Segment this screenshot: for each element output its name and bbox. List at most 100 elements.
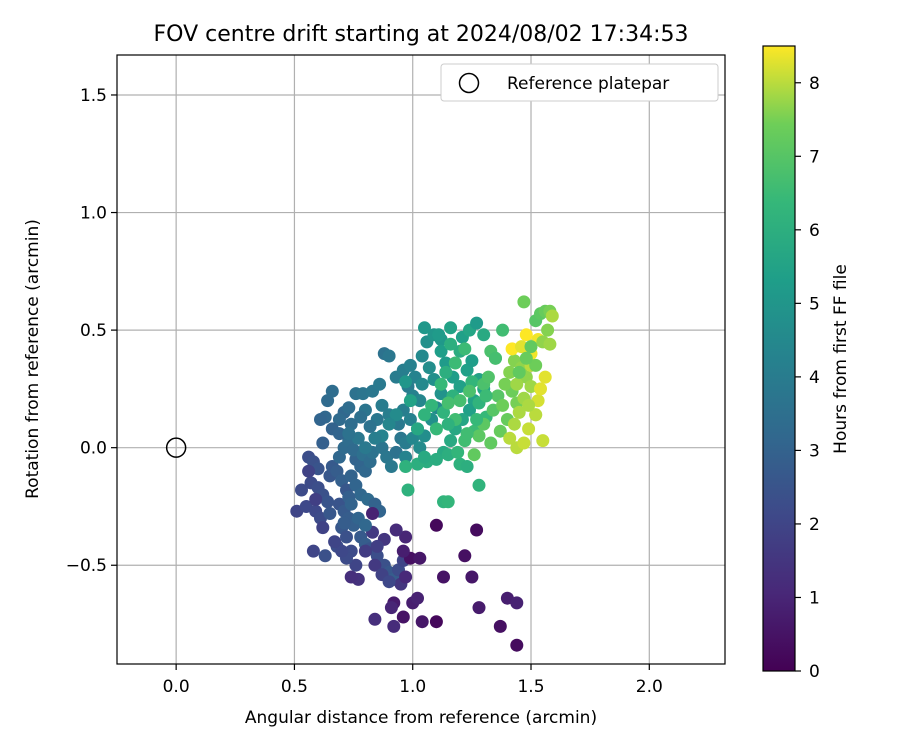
data-point <box>321 495 335 509</box>
data-point <box>425 398 439 412</box>
data-point <box>510 377 524 391</box>
y-tick-label: 1.0 <box>80 204 107 224</box>
data-point <box>541 323 555 337</box>
data-point <box>382 417 396 431</box>
data-point <box>510 638 524 652</box>
data-point <box>519 328 533 342</box>
x-tick-label: 1.5 <box>517 677 544 697</box>
plot-frame <box>116 54 726 665</box>
data-point <box>460 460 474 473</box>
data-points <box>290 295 559 652</box>
data-point <box>370 539 384 553</box>
data-point <box>403 358 417 372</box>
data-point <box>418 321 431 335</box>
data-point <box>323 507 337 520</box>
data-point <box>373 377 387 391</box>
data-point <box>325 384 339 398</box>
data-point <box>432 328 446 342</box>
data-point <box>413 394 427 408</box>
data-point <box>515 340 528 354</box>
colorbar-gradient <box>762 45 796 672</box>
y-axis-ticks: −0.5 0.0 0.5 1.0 1.5 <box>66 86 117 576</box>
data-point <box>384 460 398 473</box>
data-point <box>382 575 396 589</box>
data-point <box>316 436 330 450</box>
data-point <box>375 398 389 412</box>
data-point <box>358 544 372 558</box>
data-point <box>399 530 413 544</box>
data-point <box>545 309 559 323</box>
data-point <box>529 408 543 422</box>
data-point <box>399 375 413 389</box>
data-point <box>344 497 358 511</box>
data-point <box>429 422 443 436</box>
data-point <box>368 558 382 572</box>
colorbar-tick-label: 0 <box>809 662 820 682</box>
colorbar-ticks: 0 1 2 3 4 5 6 7 8 <box>795 74 820 682</box>
data-point <box>401 483 415 497</box>
data-point <box>467 448 481 462</box>
data-point <box>481 370 495 384</box>
colorbar-tick-label: 3 <box>809 441 820 461</box>
data-point <box>411 422 424 436</box>
data-point <box>328 535 342 549</box>
data-point <box>503 365 517 379</box>
data-point <box>536 434 550 448</box>
data-point <box>358 441 372 455</box>
data-point <box>403 413 417 426</box>
data-point <box>332 427 346 441</box>
data-point <box>387 619 401 633</box>
data-point <box>517 436 531 450</box>
data-point <box>418 408 431 422</box>
data-point <box>444 434 458 448</box>
data-point <box>415 615 429 629</box>
y-tick-label: 0.0 <box>80 439 107 459</box>
data-point <box>434 344 448 358</box>
data-point <box>399 450 413 464</box>
data-point <box>522 398 536 412</box>
data-point <box>463 403 476 417</box>
data-point <box>496 398 510 412</box>
data-point <box>434 387 448 401</box>
data-point <box>318 549 332 563</box>
data-point <box>519 351 533 365</box>
data-point <box>413 551 427 565</box>
data-point <box>389 523 403 537</box>
data-point <box>441 495 455 509</box>
data-point <box>429 518 443 532</box>
data-point <box>493 424 507 438</box>
data-point <box>368 612 382 626</box>
data-point <box>335 544 349 558</box>
data-point <box>368 431 382 445</box>
data-point <box>415 349 429 363</box>
data-point <box>489 351 502 365</box>
x-axis-ticks: 0.0 0.5 1.0 1.5 2.0 <box>163 664 663 697</box>
colorbar-tick-label: 1 <box>809 588 820 608</box>
data-point <box>439 365 453 379</box>
data-point <box>512 365 526 379</box>
data-point <box>306 544 320 558</box>
data-point <box>463 384 476 398</box>
data-point <box>437 570 450 584</box>
data-point <box>316 521 330 535</box>
data-point <box>524 340 538 354</box>
data-point <box>399 460 413 473</box>
data-point <box>441 417 455 431</box>
data-point <box>543 337 557 351</box>
legend-open-circle-icon <box>458 72 480 94</box>
x-tick-label: 1.0 <box>399 677 426 697</box>
legend-box <box>440 63 719 102</box>
data-point <box>418 450 431 464</box>
data-point <box>510 596 524 610</box>
data-point <box>496 323 510 337</box>
data-point <box>451 445 465 459</box>
legend-entry-label: Reference platepar <box>507 74 669 94</box>
data-point <box>522 422 536 436</box>
data-point <box>465 354 479 368</box>
data-point <box>484 436 498 450</box>
data-point <box>399 570 413 584</box>
data-point <box>529 358 543 372</box>
data-point <box>363 420 377 433</box>
data-point <box>444 321 458 335</box>
